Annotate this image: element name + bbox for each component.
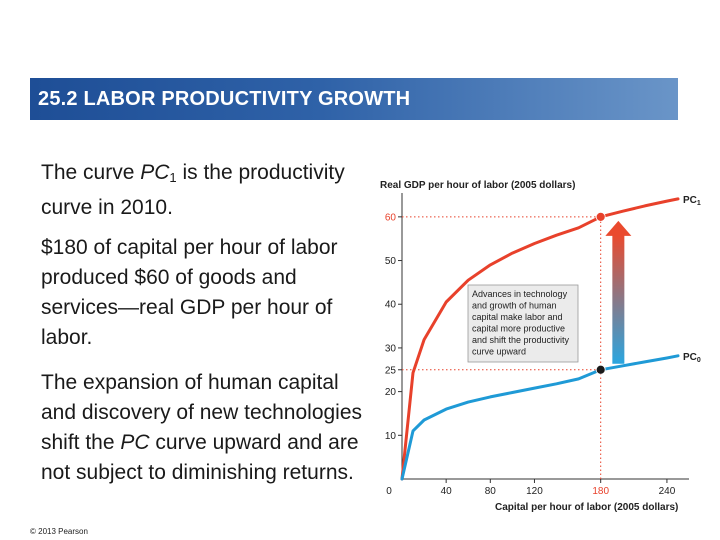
point-marker: [595, 211, 606, 222]
y-tick-label: 20: [385, 387, 397, 398]
shift-arrow-shaft: [612, 234, 625, 364]
title-bar: 25.2 LABOR PRODUCTIVITY GROWTH: [30, 78, 678, 120]
annotation-line: and growth of human: [472, 301, 557, 311]
y-tick-label: 40: [385, 300, 397, 311]
shift-arrow-head: [605, 220, 632, 236]
y-tick-label: 50: [385, 256, 397, 267]
x-tick-label: 40: [441, 486, 453, 497]
paragraph-pc1: The curve PC1 is the productivity curve …: [41, 158, 371, 223]
annotation-line: capital make labor and: [472, 312, 563, 322]
annotation-line: Advances in technology: [472, 289, 568, 299]
slide-title: 25.2 LABOR PRODUCTIVITY GROWTH: [38, 87, 411, 110]
paragraph-expansion-post: curve upward and are not subject to dimi…: [41, 431, 359, 484]
paragraph-capital: $180 of capital per hour of labor produc…: [41, 236, 338, 349]
x-tick-label: 80: [485, 486, 497, 497]
y-tick-label: 25: [385, 365, 397, 376]
series-line-pc1: [400, 197, 680, 481]
annotation-line: curve upward: [472, 347, 526, 357]
x-tick-label: 0: [386, 486, 392, 497]
paragraph-expansion: The expansion of human capital and disco…: [41, 368, 371, 488]
x-tick-label: 180: [592, 486, 609, 497]
y-axis-label: Real GDP per hour of labor (2005 dollars…: [380, 180, 575, 191]
paragraph-pc1-sub: 1: [169, 170, 177, 185]
x-tick-label: 240: [659, 486, 676, 497]
y-tick-label: 60: [385, 212, 397, 223]
y-tick-label: 30: [385, 343, 397, 354]
productivity-chart: Real GDP per hour of labor (2005 dollars…: [380, 180, 701, 513]
series-line-pc0: [400, 354, 680, 481]
paragraph-pc1-post: is the productivity curve in 2010.: [41, 161, 345, 219]
annotation-line: capital more productive: [472, 324, 565, 334]
x-axis-label: Capital per hour of labor (2005 dollars): [495, 502, 678, 513]
paragraph-pc1-pre: The curve: [41, 161, 141, 184]
series-label-pc0: PC0: [683, 352, 701, 364]
paragraph-expansion-italic: PC: [120, 431, 150, 454]
annotation-box: [467, 284, 579, 363]
point-marker: [595, 364, 606, 375]
series-label-pc1: PC1: [683, 195, 701, 207]
annotation-line: and shift the productivity: [472, 335, 570, 345]
paragraph-expansion-pre: The expansion of human capital and disco…: [41, 371, 363, 454]
paragraph-pc1-italic: PC: [140, 161, 170, 184]
copyright: © 2013 Pearson: [30, 527, 88, 536]
y-tick-label: 10: [385, 431, 397, 442]
x-tick-label: 120: [526, 486, 543, 497]
